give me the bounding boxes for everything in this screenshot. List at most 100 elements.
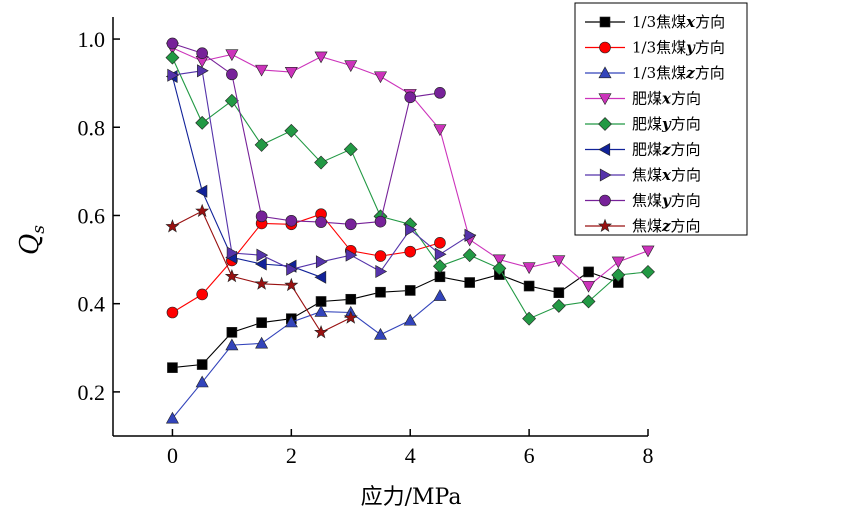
y-tick-label: 0.4 (78, 292, 106, 317)
data-point (284, 315, 298, 328)
y-tick-label: 0.6 (78, 203, 106, 228)
legend: 1/3焦煤x方向 1/3焦煤y方向 1/3焦煤z方向肥煤x方向肥煤y方向肥煤z方向焦… (574, 2, 748, 236)
data-point (344, 218, 357, 231)
legend-item: 焦煤x方向 (585, 166, 701, 184)
data-point (374, 215, 387, 228)
x-tick-label: 8 (643, 443, 654, 468)
x-tick-label: 6 (524, 443, 535, 468)
data-point (314, 270, 327, 284)
legend-marker (598, 93, 612, 106)
data-point (197, 64, 209, 78)
data-point (315, 296, 327, 307)
legend-marker (598, 66, 612, 79)
legend-label: 焦煤z方向 (632, 217, 701, 235)
legend-item: 肥煤y方向 (585, 115, 701, 133)
data-point (255, 64, 269, 77)
y-axis-title-subscript: s (29, 225, 49, 234)
series-9 (165, 203, 358, 339)
data-point (522, 311, 537, 326)
data-point (375, 286, 386, 298)
data-point (343, 142, 358, 157)
data-point (314, 324, 329, 339)
data-point (523, 280, 535, 292)
x-tick-label: 2 (286, 443, 297, 468)
legend-label: 肥煤x方向 (632, 90, 701, 108)
data-point (315, 255, 328, 269)
data-point (433, 259, 447, 274)
data-point (434, 271, 446, 283)
data-point (641, 265, 655, 279)
data-point (404, 285, 416, 296)
series-line (171, 295, 441, 419)
legend-marker (599, 16, 611, 28)
data-point (405, 223, 417, 237)
legend-item: 焦煤y方向 (585, 192, 701, 210)
data-point (255, 336, 269, 349)
series-line (172, 42, 440, 225)
data-point (256, 317, 267, 328)
data-point (581, 294, 596, 309)
y-tick-label: 0.8 (78, 115, 106, 140)
legend-item: 肥煤z方向 (585, 141, 701, 159)
data-point (314, 305, 328, 317)
data-point (464, 277, 475, 288)
legend-marker (599, 194, 611, 207)
data-point (256, 248, 269, 262)
series-8 (166, 37, 446, 231)
data-point (314, 155, 328, 170)
data-point (492, 261, 507, 276)
data-point (195, 203, 210, 218)
data-point (226, 327, 238, 338)
data-point (345, 293, 357, 305)
legend-item: 1/3焦煤y方向 (585, 39, 725, 57)
legend-marker (598, 117, 612, 131)
legend-marker (597, 218, 613, 232)
y-axis-title-main: Q (15, 234, 45, 255)
legend-label: 1/3焦煤x方向 (632, 13, 725, 31)
series-5 (165, 50, 655, 326)
legend-item: 焦煤z方向 (585, 217, 701, 235)
data-point (551, 298, 566, 313)
data-point (404, 245, 417, 258)
legend-item: 肥煤x方向 (585, 90, 701, 108)
data-point (284, 67, 298, 79)
data-point (374, 250, 387, 262)
data-point (373, 327, 388, 340)
data-point (434, 87, 446, 99)
x-axis-title: 应力/MPa (361, 485, 462, 510)
legend-marker (598, 142, 611, 157)
data-point (196, 47, 208, 59)
data-point (522, 262, 536, 275)
data-point (224, 93, 239, 108)
y-tick-label: 0.2 (78, 380, 106, 405)
data-point (166, 306, 179, 319)
data-point (285, 214, 298, 227)
data-point (254, 137, 269, 152)
data-point (373, 71, 388, 84)
data-point (226, 68, 238, 81)
data-point (165, 411, 179, 424)
legend-marker (599, 168, 612, 182)
legend-label: 1/3焦煤z方向 (632, 64, 725, 82)
series-7 (167, 64, 477, 278)
data-point (196, 288, 208, 301)
data-point (344, 60, 358, 73)
data-point (611, 256, 625, 269)
data-point (226, 246, 239, 260)
data-point (641, 245, 655, 258)
legend-label: 1/3焦煤y方向 (632, 39, 725, 57)
data-point (343, 310, 358, 324)
data-point (195, 115, 210, 130)
data-point (254, 276, 269, 290)
data-point (225, 49, 239, 62)
data-point (464, 228, 477, 242)
data-point (166, 37, 179, 50)
y-axis-title: Qs (15, 225, 49, 255)
data-point (284, 123, 299, 138)
data-point (195, 375, 209, 388)
data-point (375, 264, 388, 278)
data-point (345, 248, 358, 262)
data-point (434, 247, 447, 261)
x-tick-label: 0 (167, 443, 178, 468)
